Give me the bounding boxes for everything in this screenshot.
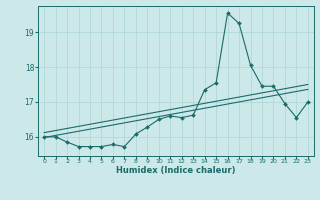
X-axis label: Humidex (Indice chaleur): Humidex (Indice chaleur) (116, 166, 236, 175)
